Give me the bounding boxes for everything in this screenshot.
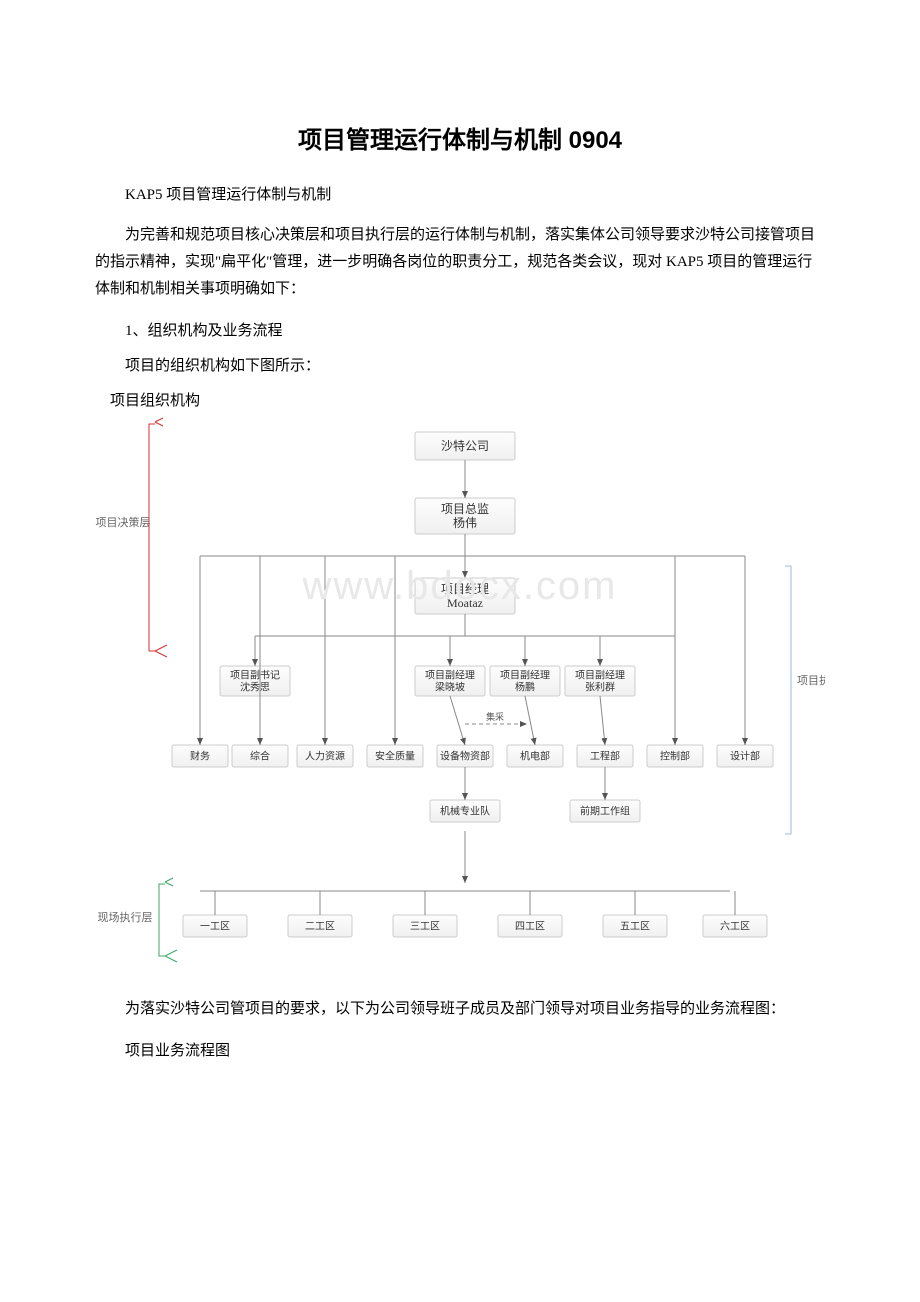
svg-text:项目经理: 项目经理 <box>441 582 489 596</box>
subtitle: KAP5 项目管理运行体制与机制 <box>95 183 825 204</box>
svg-text:五工区: 五工区 <box>620 921 650 933</box>
org-chart: www.bdocx.com 项目决策层项目执行层现场执行层沙特公司项目总监杨伟项… <box>95 416 825 976</box>
section-1-line: 项目的组织机构如下图所示： <box>95 354 825 375</box>
svg-text:项目副经理: 项目副经理 <box>575 669 625 682</box>
svg-text:沈秀思: 沈秀思 <box>240 681 270 694</box>
figure-1-title: 项目组织机构 <box>95 389 825 410</box>
svg-text:项目总监: 项目总监 <box>441 502 489 516</box>
svg-text:二工区: 二工区 <box>305 921 335 933</box>
figure-2-title: 项目业务流程图 <box>95 1039 825 1060</box>
svg-text:一工区: 一工区 <box>200 921 230 933</box>
svg-text:项目决策层: 项目决策层 <box>96 515 151 529</box>
svg-text:四工区: 四工区 <box>515 921 545 933</box>
svg-text:三工区: 三工区 <box>410 921 440 933</box>
svg-text:财务: 财务 <box>190 750 210 763</box>
svg-text:设备物资部: 设备物资部 <box>440 750 490 763</box>
svg-text:梁晓坡: 梁晓坡 <box>435 681 465 694</box>
svg-text:Moataz: Moataz <box>447 596 483 610</box>
svg-text:杨伟: 杨伟 <box>453 515 477 530</box>
svg-text:项目副经理: 项目副经理 <box>500 669 550 682</box>
svg-text:现场执行层: 现场执行层 <box>98 910 153 924</box>
paragraph-2: 为落实沙特公司管项目的要求，以下为公司领导班子成员及部门领导对项目业务指导的业务… <box>95 996 825 1023</box>
svg-text:机械专业队: 机械专业队 <box>440 805 490 818</box>
section-1-heading: 1、组织机构及业务流程 <box>95 319 825 340</box>
svg-text:工程部: 工程部 <box>590 750 620 763</box>
svg-text:安全质量: 安全质量 <box>375 750 415 763</box>
svg-text:项目执行层: 项目执行层 <box>797 673 825 687</box>
svg-text:集采: 集采 <box>486 711 504 722</box>
svg-text:综合: 综合 <box>250 750 270 763</box>
svg-text:前期工作组: 前期工作组 <box>580 805 630 818</box>
svg-text:项目副书记: 项目副书记 <box>230 670 280 682</box>
svg-text:人力资源: 人力资源 <box>305 750 345 763</box>
svg-text:杨鹏: 杨鹏 <box>515 681 535 694</box>
svg-text:张利群: 张利群 <box>585 681 615 694</box>
svg-text:项目副经理: 项目副经理 <box>425 669 475 682</box>
svg-text:机电部: 机电部 <box>520 750 550 763</box>
svg-text:六工区: 六工区 <box>720 921 750 933</box>
svg-text:控制部: 控制部 <box>660 750 690 763</box>
svg-text:沙特公司: 沙特公司 <box>441 438 489 453</box>
intro-paragraph: 为完善和规范项目核心决策层和项目执行层的运行体制与机制，落实集体公司领导要求沙特… <box>95 222 825 303</box>
svg-text:设计部: 设计部 <box>730 750 760 763</box>
org-chart-svg: 项目决策层项目执行层现场执行层 沙特公司项目总监杨伟项目经理Moataz 项目副书记… <box>95 416 825 976</box>
doc-title: 项目管理运行体制与机制 0904 <box>95 120 825 155</box>
